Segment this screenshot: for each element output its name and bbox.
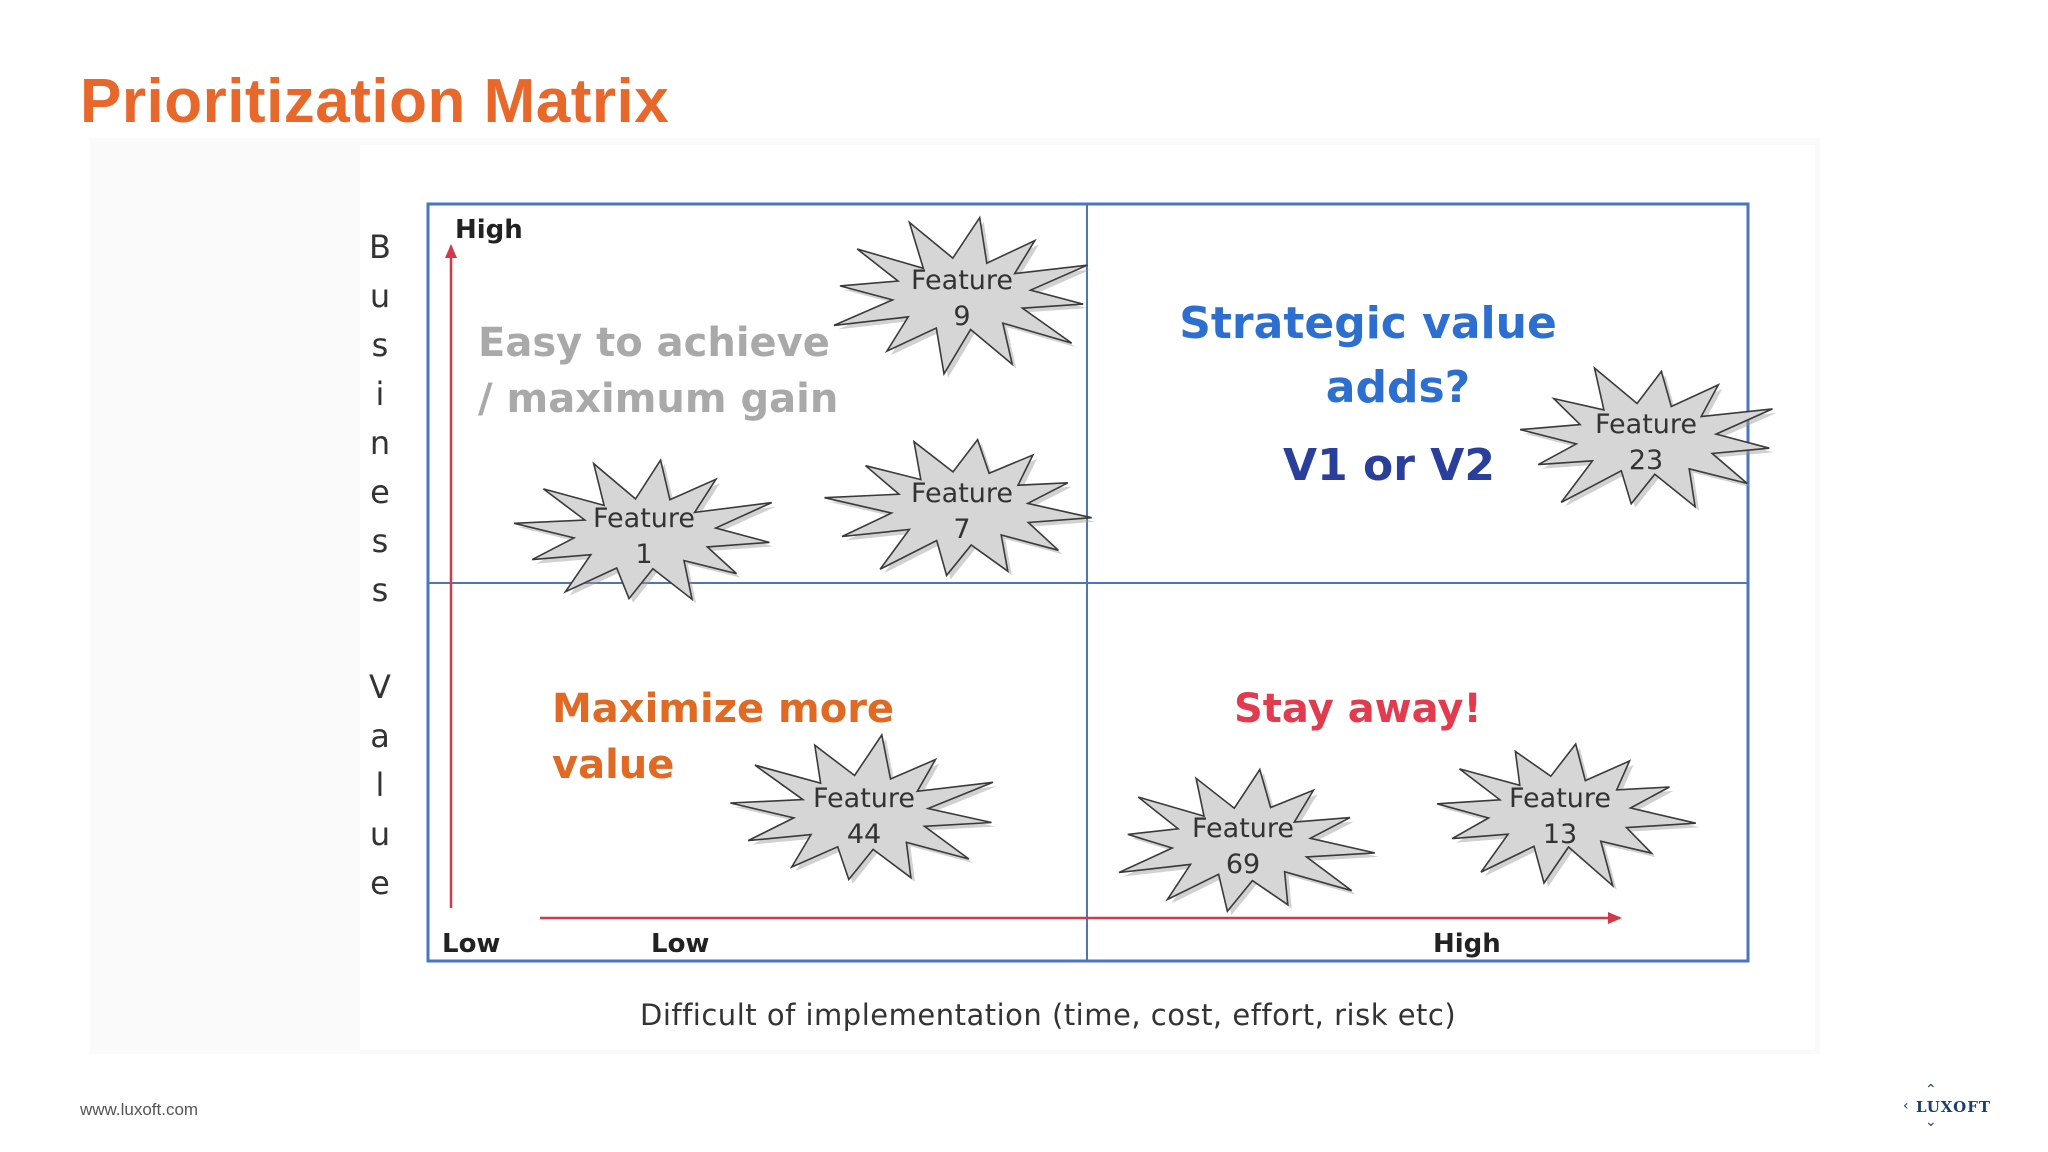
logo-caret-up-icon: ⌃: [1925, 1082, 1937, 1098]
starburst-shape: [1118, 767, 1375, 914]
logo-caret-left-icon: ‹: [1903, 1098, 1909, 1114]
feature-burst-7: Feature 7: [824, 438, 1096, 580]
quadrant-label-easy-line1: Easy to achieve: [478, 320, 830, 366]
quadrant-label-easy-line2: / maximum gain: [478, 376, 838, 422]
feature-burst-13: Feature 13: [1436, 742, 1700, 890]
logo-wordmark: LUXOFT: [1916, 1098, 1992, 1116]
y-axis-title-letter: l: [376, 766, 385, 804]
feature-number: 9: [953, 301, 970, 332]
footer-url[interactable]: www.luxoft.com: [80, 1100, 199, 1119]
quadrant-label-strategic-line2: adds?: [1326, 362, 1470, 413]
feature-burst-23: Feature 23: [1519, 365, 1777, 511]
y-axis-title-letter: a: [370, 717, 390, 755]
starburst-shape: [730, 732, 994, 882]
feature-label: Feature: [911, 478, 1013, 509]
x-axis-high-label: High: [1433, 929, 1501, 959]
feature-burst-1: Feature 1: [514, 458, 776, 604]
feature-label: Feature: [1509, 783, 1611, 814]
feature-label: Feature: [911, 265, 1013, 296]
starburst-shape: [1436, 742, 1696, 889]
feature-number: 44: [847, 819, 881, 850]
quadrant-label-strategic-line3: V1 or V2: [1283, 440, 1495, 491]
feature-label: Feature: [1192, 813, 1294, 844]
feature-number: 7: [953, 514, 970, 545]
feature-burst-44: Feature 44: [730, 732, 997, 884]
feature-label: Feature: [593, 503, 695, 534]
y-axis-title-letter: s: [372, 522, 389, 560]
logo-caret-down-icon: ⌄: [1925, 1114, 1937, 1130]
starburst-shape: [833, 215, 1088, 377]
feature-number: 1: [635, 539, 652, 570]
feature-label: Feature: [1595, 409, 1697, 440]
starburst-shape: [1519, 365, 1773, 509]
quadrant-label-maximize-line1: Maximize more: [552, 686, 894, 732]
y-axis-title-letter: s: [372, 571, 389, 609]
y-axis-title-letter: u: [370, 815, 390, 853]
quadrant-label-strategic-line1: Strategic value: [1179, 298, 1557, 349]
starburst-shape: [824, 438, 1092, 578]
feature-label: Feature: [813, 783, 915, 814]
feature-burst-9: Feature 9: [833, 215, 1092, 378]
x-axis-title: Difficult of implementation (time, cost,…: [640, 998, 1456, 1032]
feature-burst-69: Feature 69: [1118, 767, 1379, 916]
y-axis-title-letter: e: [370, 864, 390, 902]
y-axis-title-letter: e: [370, 473, 390, 511]
y-axis-low-label: Low: [442, 929, 500, 959]
quadrant-label-maximize-line2: value: [552, 742, 674, 788]
luxoft-logo: ⌃ ‹ LUXOFT ⌄: [1900, 1082, 2010, 1133]
y-axis-high-label: High: [455, 215, 523, 245]
feature-number: 23: [1629, 445, 1663, 476]
x-axis-low-label: Low: [651, 929, 709, 959]
y-axis-title-letter: i: [376, 375, 385, 413]
quadrant-label-stay-away: Stay away!: [1234, 686, 1482, 732]
y-axis-title-letter: V: [369, 668, 391, 706]
y-axis-title-letter: B: [369, 228, 391, 266]
y-axis-title-letter: u: [370, 277, 390, 315]
y-axis-title-letter: s: [372, 326, 389, 364]
feature-bursts: Feature9Feature1Feature7Feature23Feature…: [514, 215, 1777, 916]
feature-number: 13: [1543, 819, 1577, 850]
slide-title: Prioritization Matrix: [80, 67, 670, 136]
starburst-shape: [514, 458, 773, 602]
feature-number: 69: [1226, 849, 1260, 880]
y-axis-title-letter: n: [370, 424, 390, 462]
